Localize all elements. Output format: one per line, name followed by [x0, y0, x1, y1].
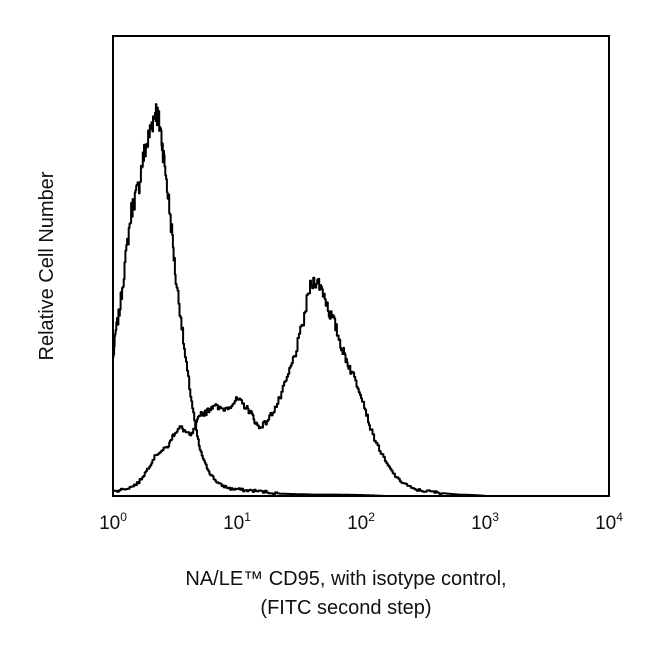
x-tick-label-2: 102 [347, 510, 375, 534]
x-axis-title-line-1: NA/LE™ CD95, with isotype control, [185, 568, 506, 590]
x-axis-ticks: 100 101 102 103 104 [99, 510, 623, 534]
x-tick-base: 10 [223, 513, 244, 534]
x-tick-exponent: 2 [368, 510, 375, 524]
x-tick-base: 10 [595, 513, 616, 534]
plot-area-frame [112, 35, 610, 497]
x-axis-title-line-2: (FITC second step) [260, 597, 431, 619]
x-tick-base: 10 [99, 513, 120, 534]
x-tick-label-1: 101 [223, 510, 251, 534]
x-tick-exponent: 4 [616, 510, 623, 524]
x-tick-exponent: 3 [492, 510, 499, 524]
x-tick-label-0: 100 [99, 510, 127, 534]
histogram-series-2 [113, 276, 486, 497]
histogram-series-1 [112, 103, 384, 497]
y-axis-title: Relative Cell Number [36, 171, 58, 360]
x-tick-exponent: 1 [244, 510, 251, 524]
x-tick-base: 10 [471, 513, 492, 534]
x-tick-label-3: 103 [471, 510, 499, 534]
x-tick-label-4: 104 [595, 510, 623, 534]
series-layer [112, 103, 486, 497]
x-tick-exponent: 0 [120, 510, 127, 524]
x-tick-base: 10 [347, 513, 368, 534]
